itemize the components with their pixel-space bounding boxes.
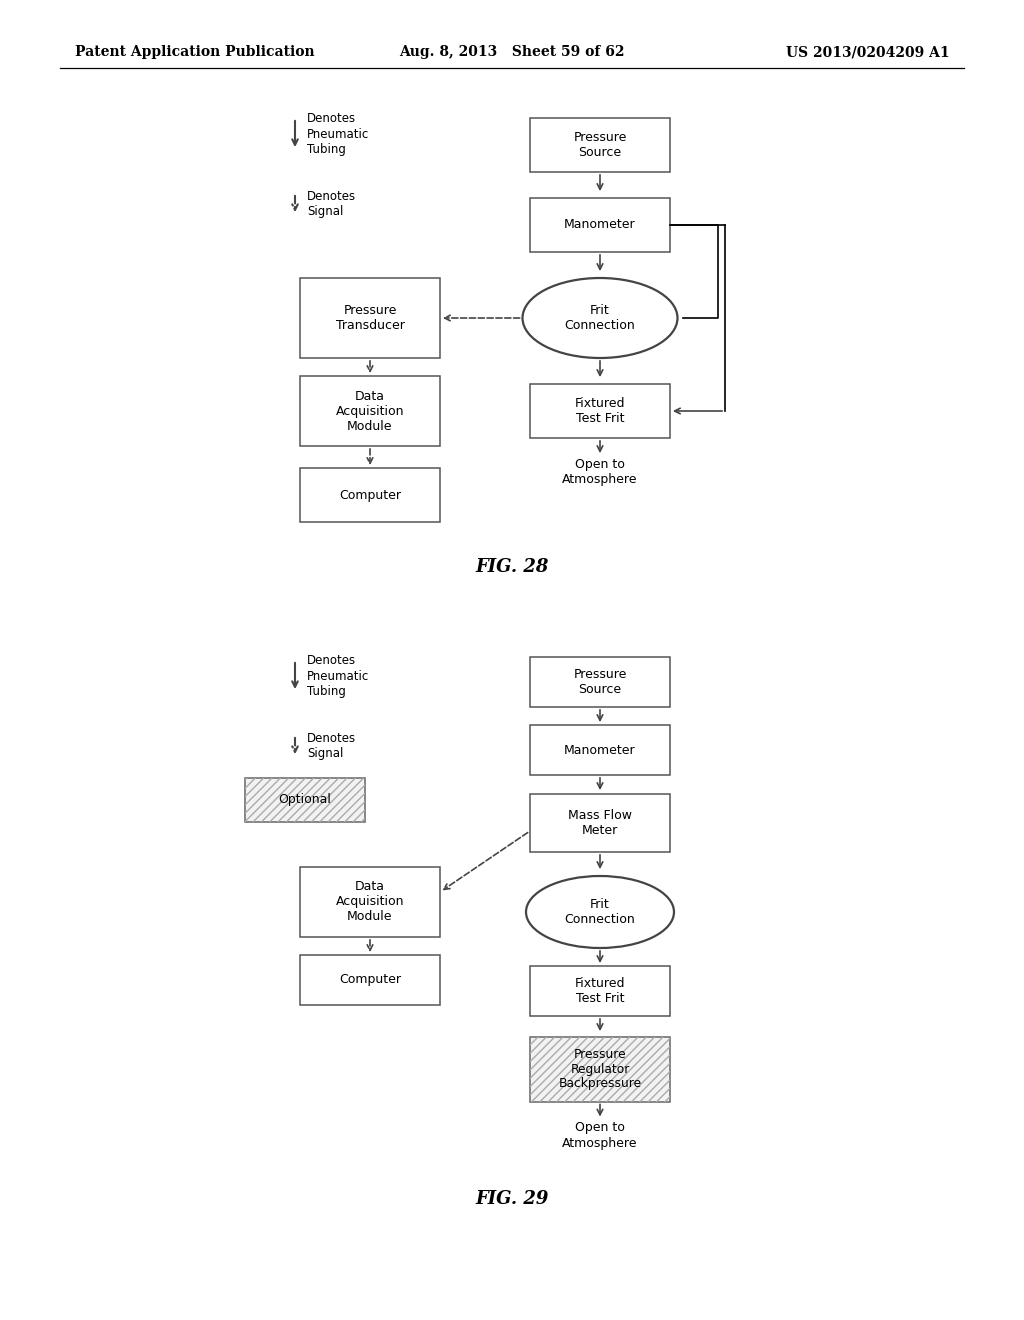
Text: Pressure
Transducer: Pressure Transducer — [336, 304, 404, 333]
Text: Open to
Atmosphere: Open to Atmosphere — [562, 1122, 638, 1150]
Text: Computer: Computer — [339, 974, 401, 986]
Text: Fixtured
Test Frit: Fixtured Test Frit — [574, 977, 626, 1005]
Text: Frit
Connection: Frit Connection — [564, 304, 635, 333]
Text: FIG. 29: FIG. 29 — [475, 1191, 549, 1209]
FancyBboxPatch shape — [300, 867, 440, 937]
FancyBboxPatch shape — [530, 117, 670, 172]
FancyBboxPatch shape — [300, 376, 440, 446]
Text: Mass Flow
Meter: Mass Flow Meter — [568, 809, 632, 837]
Text: Aug. 8, 2013   Sheet 59 of 62: Aug. 8, 2013 Sheet 59 of 62 — [399, 45, 625, 59]
Text: Fixtured
Test Frit: Fixtured Test Frit — [574, 397, 626, 425]
Text: Open to
Atmosphere: Open to Atmosphere — [562, 458, 638, 486]
Text: Patent Application Publication: Patent Application Publication — [75, 45, 314, 59]
Text: Pressure
Source: Pressure Source — [573, 668, 627, 696]
FancyBboxPatch shape — [530, 725, 670, 775]
FancyBboxPatch shape — [300, 954, 440, 1005]
FancyBboxPatch shape — [300, 469, 440, 521]
Text: Denotes
Pneumatic
Tubing: Denotes Pneumatic Tubing — [307, 655, 370, 697]
FancyBboxPatch shape — [530, 966, 670, 1016]
FancyBboxPatch shape — [530, 198, 670, 252]
FancyBboxPatch shape — [245, 777, 365, 822]
Text: Manometer: Manometer — [564, 219, 636, 231]
Text: Optional: Optional — [279, 793, 332, 807]
Text: US 2013/0204209 A1: US 2013/0204209 A1 — [786, 45, 950, 59]
Text: Denotes
Pneumatic
Tubing: Denotes Pneumatic Tubing — [307, 112, 370, 156]
Text: Computer: Computer — [339, 488, 401, 502]
Text: Denotes
Signal: Denotes Signal — [307, 733, 356, 760]
Text: FIG. 28: FIG. 28 — [475, 558, 549, 576]
FancyBboxPatch shape — [300, 279, 440, 358]
FancyBboxPatch shape — [530, 657, 670, 708]
Text: Data
Acquisition
Module: Data Acquisition Module — [336, 389, 404, 433]
FancyBboxPatch shape — [530, 1036, 670, 1101]
Text: Denotes
Signal: Denotes Signal — [307, 190, 356, 218]
Text: Pressure
Regulator
Backpressure: Pressure Regulator Backpressure — [558, 1048, 642, 1090]
Text: Frit
Connection: Frit Connection — [564, 898, 635, 927]
Text: Manometer: Manometer — [564, 743, 636, 756]
FancyBboxPatch shape — [530, 795, 670, 851]
Text: Pressure
Source: Pressure Source — [573, 131, 627, 158]
Ellipse shape — [522, 279, 678, 358]
Text: Data
Acquisition
Module: Data Acquisition Module — [336, 880, 404, 924]
Ellipse shape — [526, 876, 674, 948]
FancyBboxPatch shape — [530, 384, 670, 438]
